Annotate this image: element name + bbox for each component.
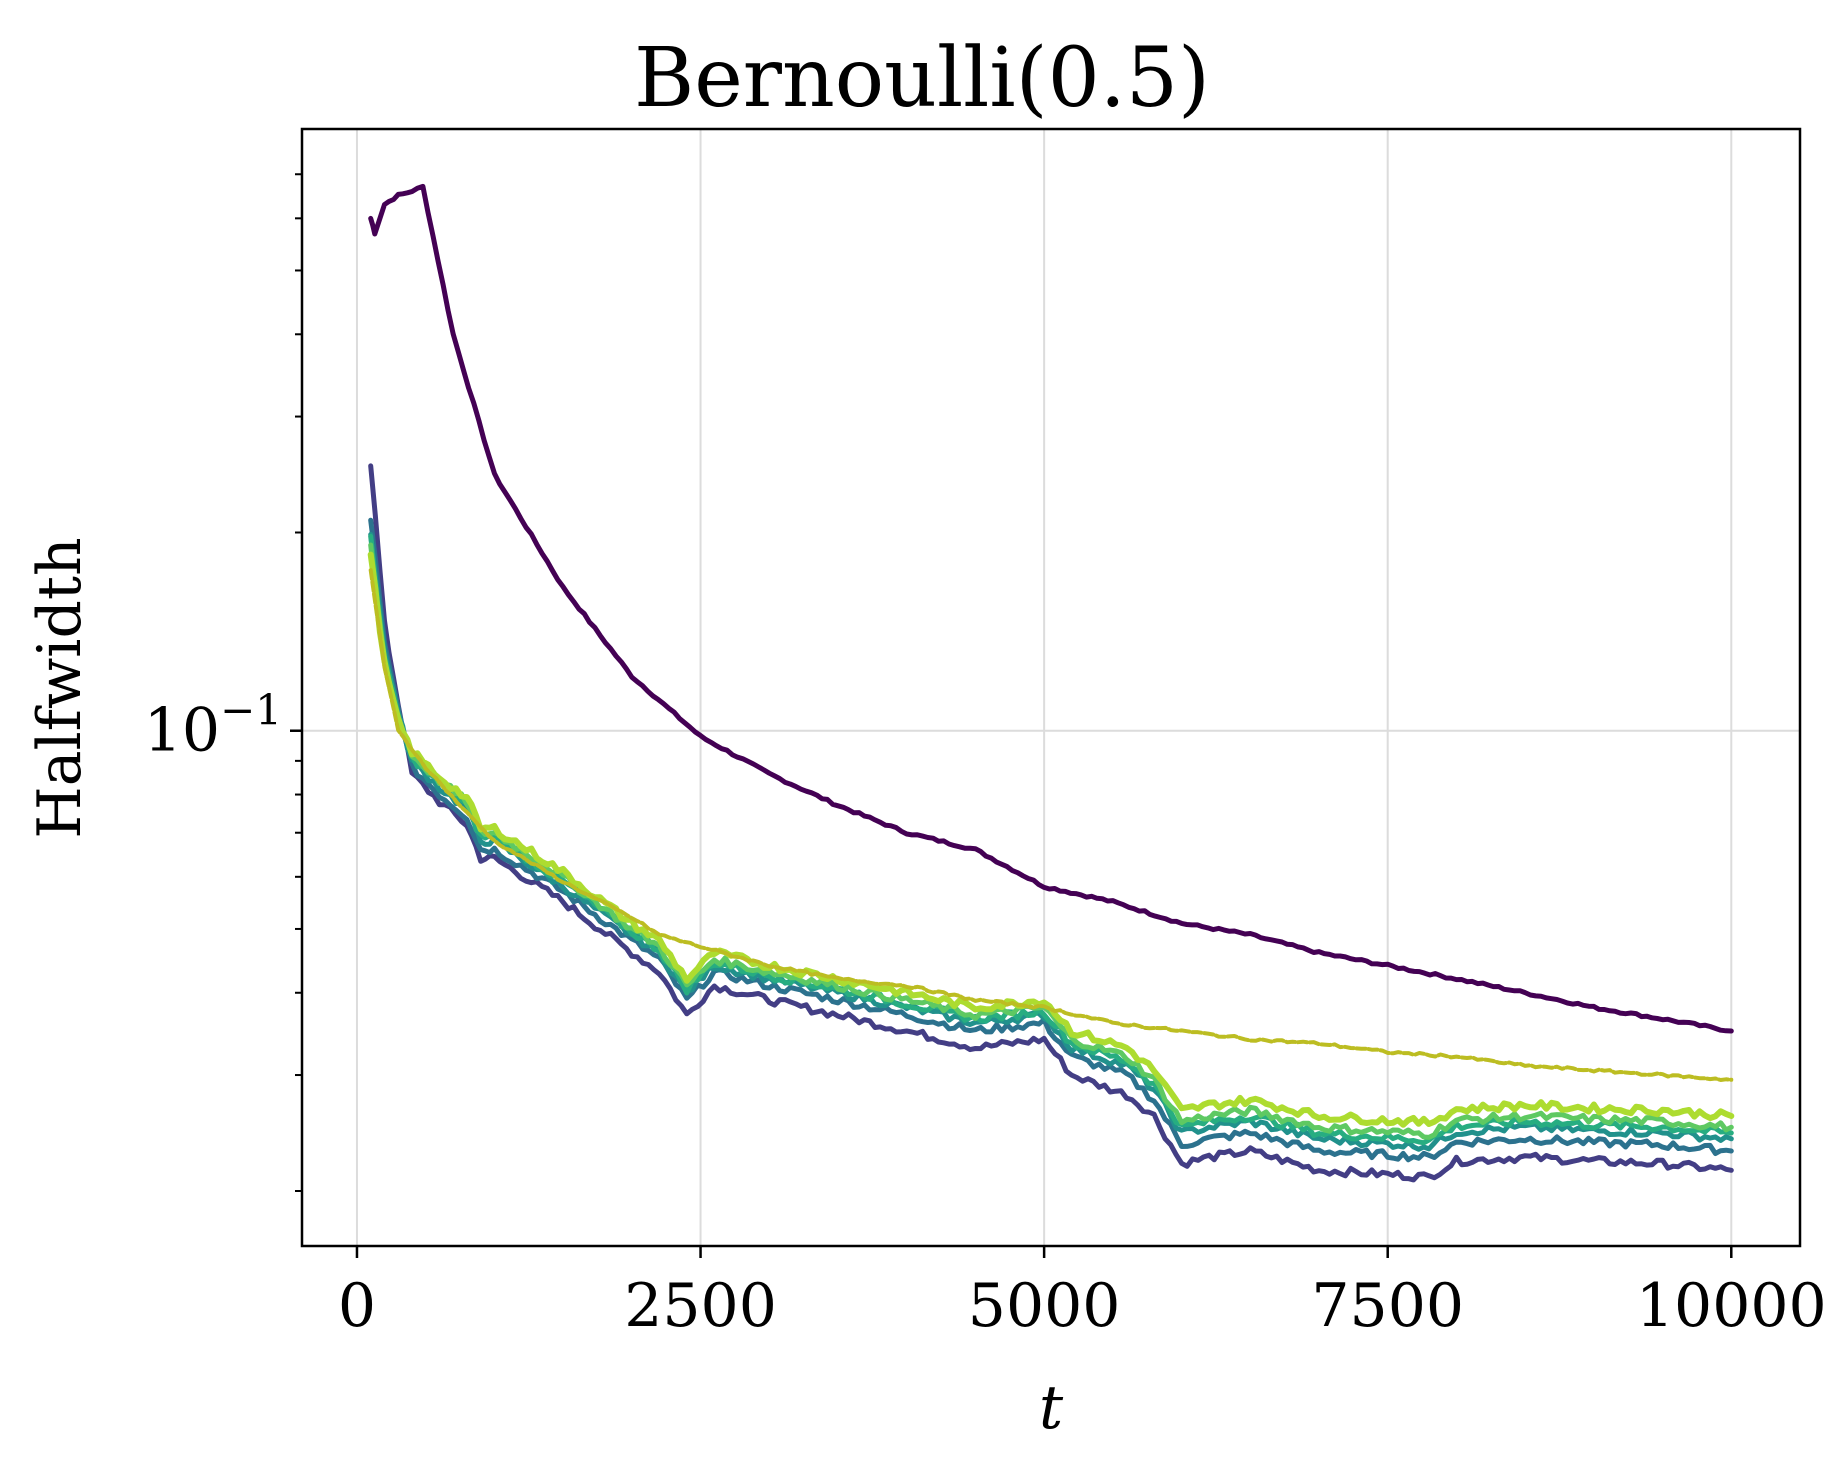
series-1-line [368, 183, 1734, 1034]
x-tick-label: 7500 [1311, 1271, 1464, 1341]
x-tick-labels: 0 2500 5000 7500 10000 [338, 1271, 1827, 1341]
x-tick-label: 2500 [624, 1271, 777, 1341]
x-axis-label: t [1039, 1373, 1064, 1443]
grid [302, 129, 1800, 1246]
ticks [290, 173, 1733, 1258]
plot-frame [300, 127, 1802, 1248]
x-tick-label: 5000 [968, 1271, 1121, 1341]
y-axis-label: Halfwidth [25, 537, 95, 838]
series-8-line [368, 568, 1734, 1082]
series-2-line [368, 463, 1734, 1183]
series-4-line [368, 532, 1734, 1152]
y-tick-label-exponent: −1 [220, 686, 282, 735]
y-tick-labels: 10−1 [144, 686, 282, 766]
x-tick-label: 10000 [1636, 1271, 1827, 1341]
series-layer [367, 183, 1735, 1183]
y-tick-label-base: 10 [144, 696, 220, 766]
y-tick-label: 10−1 [144, 686, 282, 766]
x-tick-label: 0 [338, 1271, 376, 1341]
series-7-line [367, 551, 1735, 1128]
series-3-line [368, 517, 1734, 1163]
chart-title: Bernoulli(0.5) [634, 31, 1210, 126]
